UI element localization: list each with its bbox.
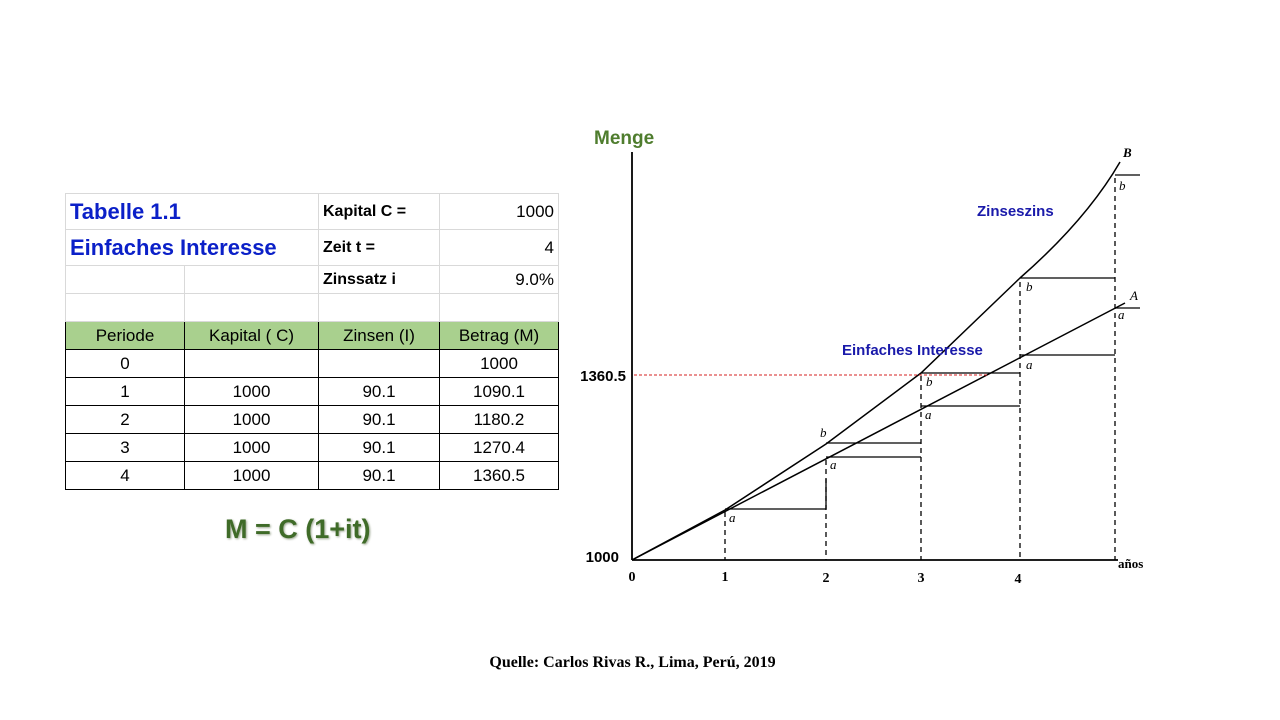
param-label-time: Zeit t = xyxy=(318,229,440,266)
step-label-a: a xyxy=(830,457,837,472)
column-header: Zinsen (I) xyxy=(318,321,440,350)
step-lines xyxy=(725,174,1140,510)
table-cell: 1270.4 xyxy=(439,433,559,462)
table-cell: 90.1 xyxy=(318,461,440,490)
y-mark-1360: 1360.5 xyxy=(580,368,626,385)
x-axis-label: años xyxy=(1118,556,1143,571)
step-label-b: b xyxy=(820,425,827,440)
x-tick-label: 2 xyxy=(823,571,830,586)
empty-cell xyxy=(184,265,319,294)
column-header: Betrag (M) xyxy=(439,321,559,350)
table-row: 0 1000 xyxy=(65,349,559,378)
compound-label: Zinseszins xyxy=(977,203,1054,220)
x-tick-label: 0 xyxy=(629,570,636,585)
table-cell: 1000 xyxy=(184,433,319,462)
step-label-a: a xyxy=(1026,357,1033,372)
compound-curve xyxy=(631,161,1121,561)
x-tick-label: 1 xyxy=(722,570,729,585)
param-label-capital: Kapital C = xyxy=(318,193,440,230)
column-header: Kapital ( C) xyxy=(184,321,319,350)
simple-interest-line xyxy=(631,302,1126,561)
y-axis-title: Menge xyxy=(594,128,654,149)
line-letter-A: A xyxy=(1129,288,1138,303)
dashed-verticals xyxy=(724,178,1116,560)
interest-table: Tabelle 1.1 Kapital C = 1000 Einfaches I… xyxy=(65,193,559,490)
table-title-row: Tabelle 1.1 Kapital C = 1000 xyxy=(65,193,559,230)
step-label-b: b xyxy=(1026,279,1033,294)
empty-cell xyxy=(318,293,440,322)
empty-cell xyxy=(439,293,559,322)
table-cell: 1360.5 xyxy=(439,461,559,490)
x-tick-label: 3 xyxy=(918,571,925,586)
y-mark-1000: 1000 xyxy=(586,549,619,566)
param-value-capital: 1000 xyxy=(439,193,559,230)
table-cell: 4 xyxy=(65,461,185,490)
formula: M = C (1+it) xyxy=(225,514,371,544)
column-header: Periode xyxy=(65,321,185,350)
table-cell: 3 xyxy=(65,433,185,462)
table-subtitle-row: Einfaches Interesse Zeit t = 4 xyxy=(65,229,559,266)
table-cell: 1000 xyxy=(439,349,559,378)
source-caption: Quelle: Carlos Rivas R., Lima, Perú, 201… xyxy=(489,654,776,671)
blank-row xyxy=(65,293,559,322)
step-label-b: b xyxy=(926,374,933,389)
table-cell: 1000 xyxy=(184,461,319,490)
table-cell: 1000 xyxy=(184,377,319,406)
empty-cell xyxy=(65,293,185,322)
step-label-a: a xyxy=(925,407,932,422)
table-subtitle: Einfaches Interesse xyxy=(65,229,319,266)
table-cell xyxy=(184,349,319,378)
column-header-row: Periode Kapital ( C) Zinsen (I) Betrag (… xyxy=(65,321,559,350)
x-tick-label: 4 xyxy=(1015,572,1022,587)
step-label-a: a xyxy=(729,510,736,525)
simple-label: Einfaches Interesse xyxy=(842,342,983,359)
step-label-a: a xyxy=(1118,307,1125,322)
table-row: 4 1000 90.1 1360.5 xyxy=(65,461,559,490)
table-title: Tabelle 1.1 xyxy=(65,193,319,230)
step-label-b: b xyxy=(1119,178,1126,193)
table-cell: 90.1 xyxy=(318,405,440,434)
table-cell: 1090.1 xyxy=(439,377,559,406)
param-value-rate: 9.0% xyxy=(439,265,559,294)
line-letter-B: B xyxy=(1122,145,1132,160)
table-cell: 1000 xyxy=(184,405,319,434)
